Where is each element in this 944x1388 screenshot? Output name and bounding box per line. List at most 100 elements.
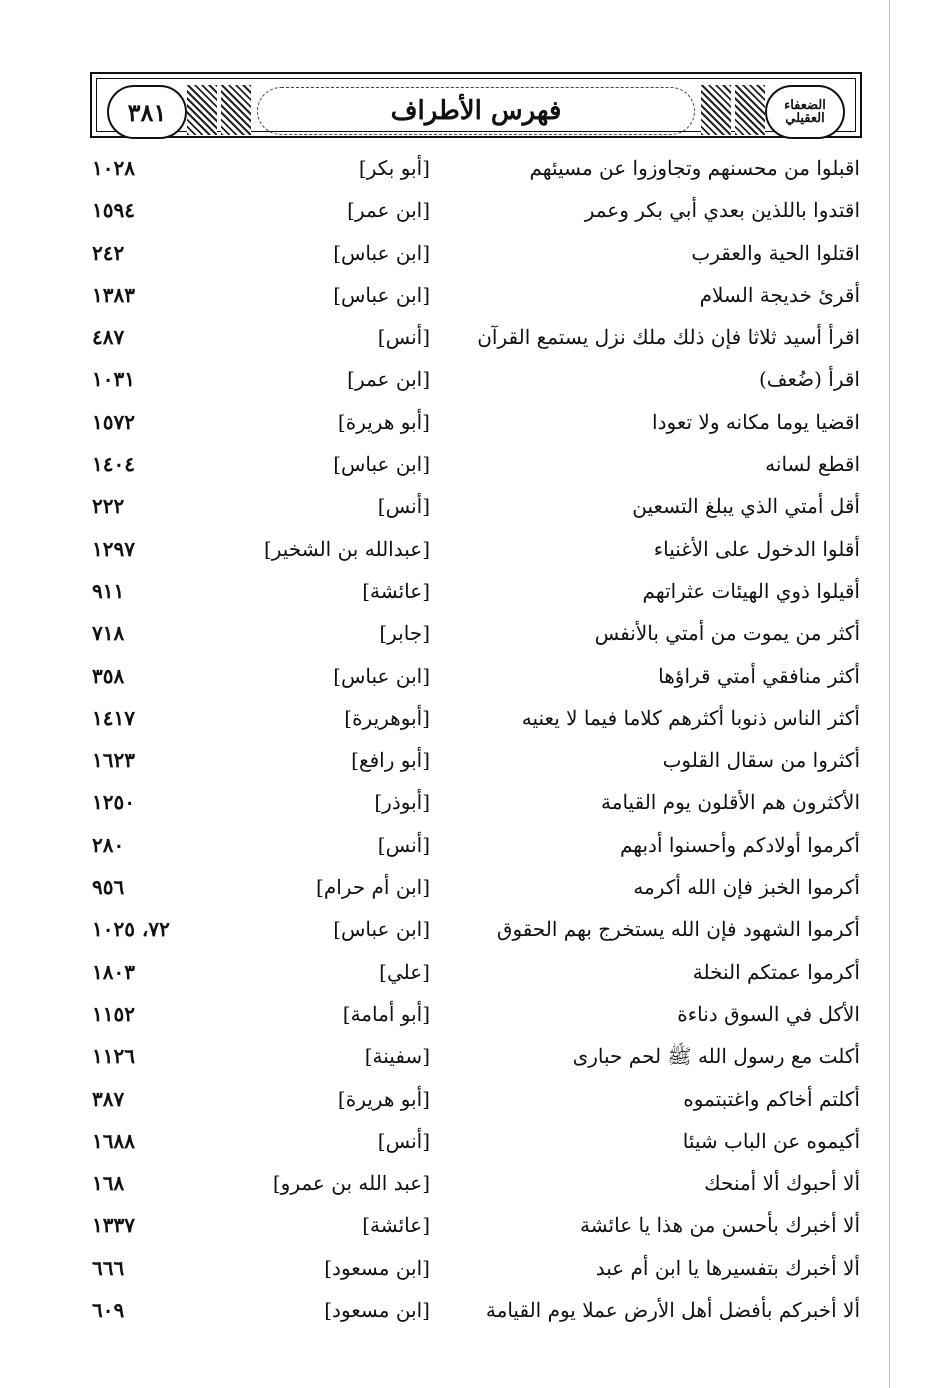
entry-reference: ٣٥٨ bbox=[92, 663, 125, 688]
ornament-left bbox=[187, 85, 217, 135]
index-entry: ألا أخبرك بأحسن من هذا يا عائشة [عائشة] ١٣… bbox=[0, 1205, 944, 1247]
index-entry: أكثر منافقي أمتي قراؤها [ابن عباس] ٣٥٨ bbox=[0, 656, 944, 698]
entry-narrator: [ابن عباس] bbox=[333, 917, 430, 942]
entry-reference: ٢٤٢ bbox=[92, 240, 125, 265]
index-entry: أكثر من يموت من أمتي بالأنفس [جابر] ٧١٨ bbox=[0, 613, 944, 655]
entry-reference: ٣٨٧ bbox=[92, 1086, 125, 1111]
entry-reference: ١١٢٦ bbox=[92, 1044, 135, 1069]
entry-narrator: [أنس] bbox=[377, 494, 430, 519]
entry-reference: ٧١٨ bbox=[92, 621, 125, 646]
index-entry: أقيلوا ذوي الهيئات عثراتهم [عائشة] ٩١١ bbox=[0, 571, 944, 613]
entry-text: أكرموا الخبز فإن الله أكرمه bbox=[633, 875, 860, 900]
entry-text: الأكل في السوق دناءة bbox=[677, 1001, 860, 1026]
index-entry: أكلت مع رسول الله ﷺ لحم حبارى [سفينة] ١١٢٦ bbox=[0, 1036, 944, 1078]
entry-reference: ١٦٨ bbox=[92, 1171, 125, 1196]
page-number-medallion: ٣٨١ bbox=[107, 85, 187, 139]
entry-text: اقرأ أسيد ثلاثا فإن ذلك ملك نزل يستمع ال… bbox=[477, 325, 860, 350]
entry-narrator: [أبو رافع] bbox=[351, 748, 430, 773]
entry-narrator: [جابر] bbox=[379, 621, 430, 646]
entry-reference: ١٢٩٧ bbox=[92, 536, 135, 561]
entry-reference: ٦٦٦ bbox=[92, 1255, 125, 1280]
entry-reference: ١٤١٧ bbox=[92, 705, 135, 730]
entry-text: أكلتم أخاكم واغتبتموه bbox=[683, 1086, 860, 1111]
entry-text: أكرموا الشهود فإن الله يستخرج بهم الحقوق bbox=[496, 917, 860, 942]
entry-narrator: [سفينة] bbox=[364, 1044, 430, 1069]
index-entry: اقضيا يوما مكانه ولا تعودا [أبو هريرة] ١٥٧… bbox=[0, 402, 944, 444]
index-entry: اقبلوا من محسنهم وتجاوزوا عن مسيئهم [أبو … bbox=[0, 148, 944, 190]
entry-text: أقيلوا ذوي الهيئات عثراتهم bbox=[642, 578, 860, 603]
index-entry: أكرموا الشهود فإن الله يستخرج بهم الحقوق… bbox=[0, 909, 944, 951]
entry-narrator: [أبوهريرة] bbox=[344, 705, 430, 730]
entry-text: اقرأ (ضُعف) bbox=[758, 367, 860, 392]
entry-narrator: [ابن مسعود] bbox=[324, 1255, 430, 1280]
book-logo-medallion: الضعفاء العقيلي bbox=[765, 85, 845, 139]
entry-narrator: [ابن مسعود] bbox=[324, 1298, 430, 1323]
entry-reference: ٤٨٧ bbox=[92, 325, 125, 350]
entry-text: ألا أحبوك ألا أمنحك bbox=[704, 1171, 860, 1196]
entry-narrator: [ابن عباس] bbox=[333, 663, 430, 688]
entry-reference: ١٣٨٣ bbox=[92, 282, 135, 307]
entry-reference: ٩١١ bbox=[92, 578, 125, 603]
index-entry: أكلتم أخاكم واغتبتموه [أبو هريرة] ٣٨٧ bbox=[0, 1079, 944, 1121]
index-entry: ألا أخبركم بأفضل أهل الأرض عملا يوم القي… bbox=[0, 1290, 944, 1332]
entry-text: أكلت مع رسول الله ﷺ لحم حبارى bbox=[572, 1044, 860, 1069]
entry-narrator: [ابن عباس] bbox=[333, 452, 430, 477]
entry-narrator: [ابن عمر] bbox=[347, 367, 430, 392]
entry-text: اقبلوا من محسنهم وتجاوزوا عن مسيئهم bbox=[529, 156, 861, 180]
index-entry: ألا أخبرك بتفسيرها يا ابن أم عبد [ابن مسع… bbox=[0, 1248, 944, 1290]
entry-reference: ١٢٥٠ bbox=[92, 790, 135, 815]
title-cartouche: فهرس الأطراف bbox=[257, 87, 695, 135]
entry-text: اقتلوا الحية والعقرب bbox=[691, 240, 860, 265]
entry-text: أكيموه عن الباب شيئا bbox=[682, 1128, 860, 1153]
entry-narrator: [ابن عمر] bbox=[347, 198, 430, 223]
entry-text: أكثر الناس ذنوبا أكثرهم كلاما فيما لا يع… bbox=[521, 705, 860, 730]
entry-reference: ١٠٢٨ bbox=[92, 156, 135, 180]
entry-text: أكرموا أولادكم وأحسنوا أدبهم bbox=[619, 832, 860, 857]
entry-narrator: [عائشة] bbox=[362, 578, 430, 603]
index-entry: أكيموه عن الباب شيئا [أنس] ١٦٨٨ bbox=[0, 1121, 944, 1163]
entry-text: أكثروا من سقال القلوب bbox=[662, 748, 860, 773]
index-entry: أقرئ خديجة السلام [ابن عباس] ١٣٨٣ bbox=[0, 275, 944, 317]
entry-text: ألا أخبرك بأحسن من هذا يا عائشة bbox=[579, 1213, 860, 1238]
index-list: اقبلوا من محسنهم وتجاوزوا عن مسيئهم [أبو … bbox=[0, 148, 944, 1332]
index-entry: اقرأ أسيد ثلاثا فإن ذلك ملك نزل يستمع ال… bbox=[0, 317, 944, 359]
index-entry: أكثر الناس ذنوبا أكثرهم كلاما فيما لا يع… bbox=[0, 698, 944, 740]
index-entry: ألا أحبوك ألا أمنحك [عبد الله بن عمرو] ١٦٨ bbox=[0, 1163, 944, 1205]
entry-narrator: [أبو هريرة] bbox=[337, 1086, 430, 1111]
index-entry: أقلوا الدخول على الأغنياء [عبدالله بن الش… bbox=[0, 529, 944, 571]
entry-narrator: [عبدالله بن الشخير] bbox=[263, 536, 430, 561]
entry-text: أقرئ خديجة السلام bbox=[699, 282, 860, 307]
entry-narrator: [ابن أم حرام] bbox=[316, 875, 430, 900]
entry-reference: ١٦٢٣ bbox=[92, 748, 135, 773]
page-title: فهرس الأطراف bbox=[390, 96, 562, 126]
entry-reference: ٧٢، ١٠٢٥ bbox=[92, 917, 170, 942]
index-entry: أكرموا الخبز فإن الله أكرمه [ابن أم حرام]… bbox=[0, 867, 944, 909]
entry-text: الأكثرون هم الأقلون يوم القيامة bbox=[601, 790, 860, 815]
index-entry: أكرموا عمتكم النخلة [علي] ١٨٠٣ bbox=[0, 952, 944, 994]
entry-narrator: [عائشة] bbox=[362, 1213, 430, 1238]
entry-narrator: [أنس] bbox=[377, 1128, 430, 1153]
entry-reference: ١٥٧٢ bbox=[92, 409, 135, 434]
index-entry: أكرموا أولادكم وأحسنوا أدبهم [أنس] ٢٨٠ bbox=[0, 825, 944, 867]
entry-text: ألا أخبركم بأفضل أهل الأرض عملا يوم القي… bbox=[485, 1298, 860, 1323]
entry-text: أكثر منافقي أمتي قراؤها bbox=[658, 663, 860, 688]
entry-text: ألا أخبرك بتفسيرها يا ابن أم عبد bbox=[595, 1255, 860, 1280]
entry-reference: ٦٠٩ bbox=[92, 1298, 125, 1323]
entry-narrator: [علي] bbox=[379, 959, 430, 984]
entry-text: أكثر من يموت من أمتي بالأنفس bbox=[594, 621, 860, 646]
entry-text: اقتدوا باللذين بعدي أبي بكر وعمر bbox=[584, 198, 860, 223]
entry-reference: ١٠٣١ bbox=[92, 367, 135, 392]
index-entry: الأكثرون هم الأقلون يوم القيامة [أبوذر] ١٢… bbox=[0, 782, 944, 824]
entry-narrator: [أنس] bbox=[377, 832, 430, 857]
entry-reference: ٩٥٦ bbox=[92, 875, 125, 900]
ornament-right-2 bbox=[701, 85, 731, 135]
index-entry: اقتلوا الحية والعقرب [ابن عباس] ٢٤٢ bbox=[0, 233, 944, 275]
entry-narrator: [ابن عباس] bbox=[333, 282, 430, 307]
index-entry: اقطع لسانه [ابن عباس] ١٤٠٤ bbox=[0, 444, 944, 486]
entry-text: اقضيا يوما مكانه ولا تعودا bbox=[652, 409, 860, 434]
page-header: ٣٨١ فهرس الأطراف الضعفاء العقيلي bbox=[90, 72, 862, 139]
entry-narrator: [أبو أمامة] bbox=[342, 1001, 430, 1026]
entry-text: أقلوا الدخول على الأغنياء bbox=[653, 536, 860, 561]
entry-reference: ١٤٠٤ bbox=[92, 452, 135, 477]
ornament-left-2 bbox=[221, 85, 251, 135]
